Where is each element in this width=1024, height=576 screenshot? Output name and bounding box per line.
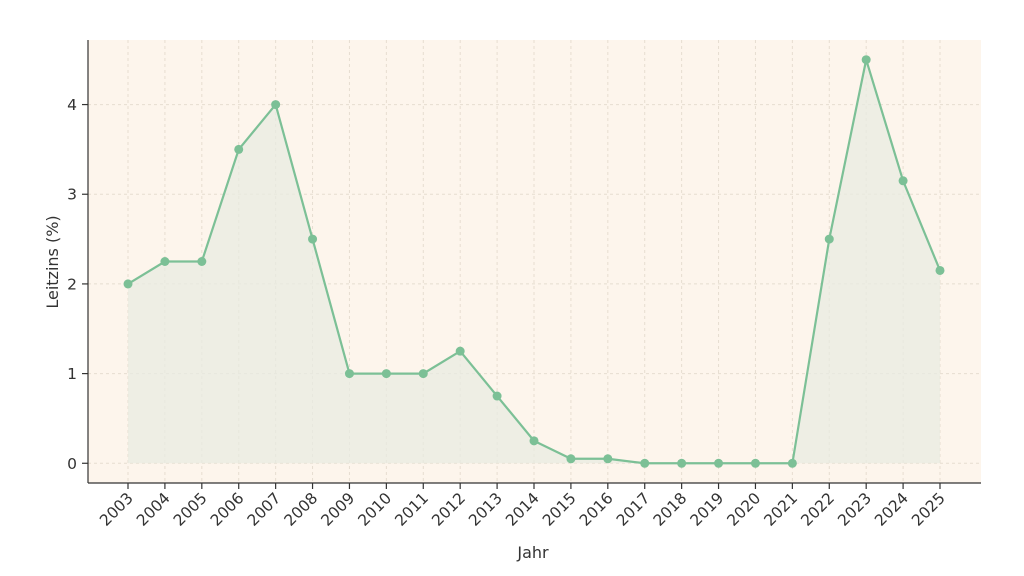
x-ticks: 2003200420052006200720082009201020112012… <box>96 483 949 530</box>
x-tick-label: 2006 <box>207 489 248 530</box>
x-tick-label: 2011 <box>391 489 432 530</box>
x-tick-label: 2007 <box>244 489 285 530</box>
x-tick-label: 2022 <box>797 489 838 530</box>
data-point-2019 <box>714 458 724 468</box>
data-point-2003 <box>123 279 133 289</box>
data-points <box>123 55 945 468</box>
data-point-2012 <box>455 346 465 356</box>
x-tick-label: 2014 <box>502 489 543 530</box>
y-tick-label: 3 <box>67 186 77 204</box>
data-point-2025 <box>935 265 945 275</box>
x-tick-label: 2004 <box>133 489 174 530</box>
x-tick-label: 2008 <box>281 489 322 530</box>
x-tick-label: 2016 <box>576 489 617 530</box>
x-tick-label: 2024 <box>871 489 912 530</box>
x-tick-label: 2018 <box>650 489 691 530</box>
x-tick-label: 2009 <box>318 489 359 530</box>
data-point-2009 <box>344 369 354 379</box>
data-point-2020 <box>750 458 760 468</box>
area-fill <box>128 59 940 464</box>
x-tick-label: 2021 <box>761 489 802 530</box>
y-tick-label: 2 <box>67 275 77 293</box>
data-point-2024 <box>898 176 908 186</box>
x-tick-label: 2005 <box>170 489 211 530</box>
y-tick-label: 1 <box>67 365 77 383</box>
data-point-2023 <box>861 55 871 65</box>
x-tick-label: 2019 <box>687 489 728 530</box>
x-tick-label: 2003 <box>96 489 137 530</box>
data-point-2013 <box>492 391 502 401</box>
x-tick-label: 2015 <box>539 489 580 530</box>
data-point-2015 <box>566 454 576 464</box>
y-axis-label: Leitzins (%) <box>43 215 62 308</box>
x-tick-label: 2013 <box>465 489 506 530</box>
data-point-2018 <box>677 458 687 468</box>
data-point-2007 <box>271 100 281 110</box>
y-ticks: 0 1 2 3 4 <box>67 96 88 473</box>
x-tick-label: 2020 <box>724 489 765 530</box>
x-tick-label: 2012 <box>428 489 469 530</box>
data-point-2010 <box>381 369 391 379</box>
data-point-2021 <box>787 458 797 468</box>
data-point-2008 <box>308 234 318 244</box>
data-point-2004 <box>160 257 170 266</box>
x-tick-label: 2010 <box>355 489 396 530</box>
x-axis-label: Jahr <box>516 543 549 562</box>
data-point-2016 <box>603 454 613 464</box>
data-point-2006 <box>234 144 244 154</box>
data-point-2017 <box>640 458 650 468</box>
data-point-2014 <box>529 436 539 446</box>
y-tick-label: 4 <box>67 96 77 114</box>
data-point-2011 <box>418 369 428 379</box>
x-tick-label: 2017 <box>613 489 654 530</box>
x-tick-label: 2023 <box>834 489 875 530</box>
data-point-2005 <box>197 257 207 266</box>
x-tick-label: 2025 <box>908 489 949 530</box>
data-point-2022 <box>824 234 834 244</box>
y-tick-label: 0 <box>67 455 77 473</box>
